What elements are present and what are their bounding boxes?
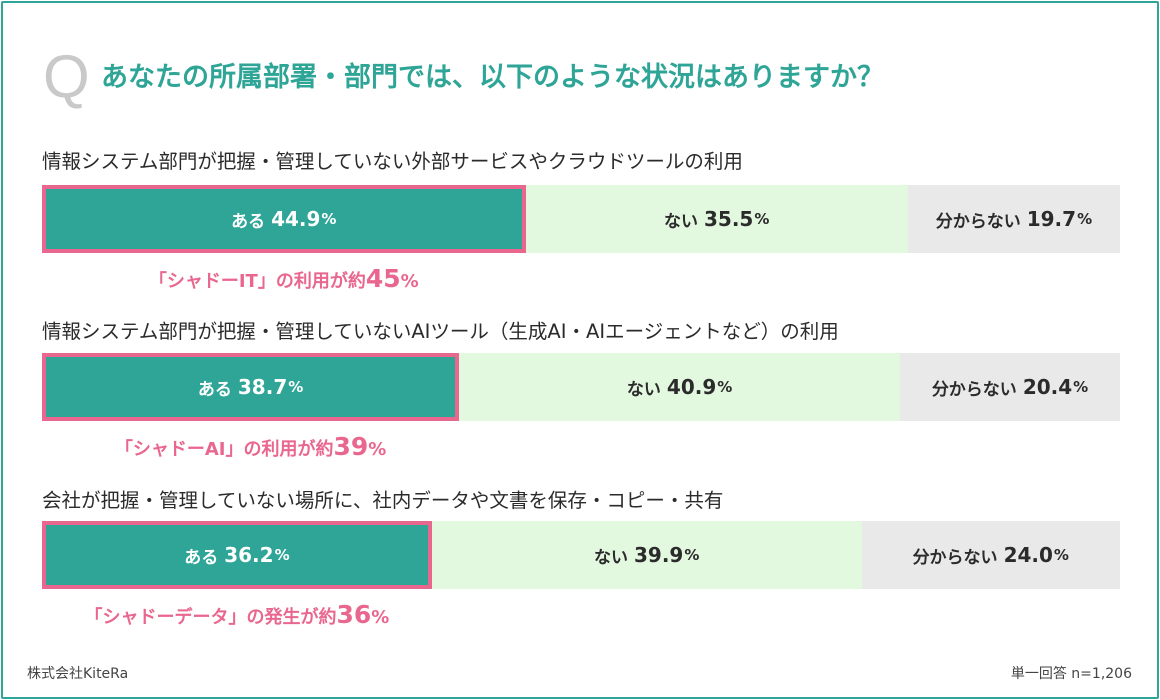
segment-label: ある [184,547,219,568]
segment-unit: % [1073,378,1089,396]
segment-label: ない [663,211,698,232]
segment-label: 分からない [931,379,1017,400]
segment-label: 分からない [912,547,998,568]
q-mark-icon: Q [43,43,90,110]
segment-value: 20.4 [1022,375,1073,399]
segment-unit: % [684,546,700,564]
segment-label: ない [593,547,628,568]
segment-yes: ある 36.2% [42,521,432,589]
segment-unit: % [1077,210,1093,228]
segment-no: ない 39.9% [431,521,862,589]
segment-unit: % [288,378,304,396]
sample-size: 単一回答 n=1,206 [1010,666,1132,682]
stacked-bar: ある 38.7% ない 40.9% 分からない 20.4% [42,353,1120,421]
annotation-unit: % [368,439,387,460]
annotation-unit: % [371,607,390,628]
annotation-value: 36 [336,600,372,629]
annotation-unit: % [400,271,419,292]
segment-unit: % [1053,546,1069,564]
segment-unit: % [274,546,290,564]
segment-value: 24.0 [1003,543,1053,567]
annotation-value: 39 [333,432,369,461]
highlight-annotation: 「シャドーIT」の利用が約45% [149,264,419,293]
segment-dont-know: 分からない 24.0% [861,521,1120,589]
highlight-annotation: 「シャドーAI」の利用が約39% [115,432,386,461]
segment-value: 40.9 [666,375,717,399]
segment-value: 19.7 [1026,207,1077,231]
segment-unit: % [754,210,770,228]
category-label: 情報システム部門が把握・管理していないAIツール（生成AI・AIエージェントなど… [42,320,839,343]
category-label: 情報システム部門が把握・管理していない外部サービスやクラウドツールの利用 [42,150,743,173]
segment-value: 35.5 [703,207,754,231]
segment-no: ない 40.9% [459,353,901,421]
segment-value: 39.9 [633,543,684,567]
chart-title: あなたの所属部署・部門では、以下のような状況はありますか？ [101,62,884,93]
segment-label: ある [231,211,266,232]
segment-value: 44.9 [271,207,321,231]
segment-yes: ある 38.7% [42,353,460,421]
segment-label: ない [626,379,661,400]
segment-label: 分からない [935,211,1021,232]
segment-no: ない 35.5% [525,185,908,253]
highlight-annotation: 「シャドーデータ」の発生が約36% [85,600,390,629]
segment-unit: % [717,378,733,396]
annotation-text: 「シャドーAI」の利用が約 [114,439,334,460]
segment-unit: % [321,210,337,228]
stacked-bar: ある 36.2% ない 39.9% 分からない 24.0% [42,521,1120,589]
company-name: 株式会社KiteRa [27,666,129,682]
stacked-bar: ある 44.9% ない 35.5% 分からない 19.7% [42,185,1120,253]
segment-yes: ある 44.9% [42,185,526,253]
category-label: 会社が把握・管理していない場所に、社内データや文書を保存・コピー・共有 [42,489,724,512]
segment-label: ある [197,379,232,400]
segment-value: 36.2 [224,543,274,567]
segment-dont-know: 分からない 20.4% [900,353,1120,421]
annotation-text: 「シャドーデータ」の発生が約 [84,607,337,628]
annotation-value: 45 [365,264,401,293]
annotation-text: 「シャドーIT」の利用が約 [148,271,366,292]
segment-value: 38.7 [237,375,288,399]
segment-dont-know: 分からない 19.7% [907,185,1120,253]
